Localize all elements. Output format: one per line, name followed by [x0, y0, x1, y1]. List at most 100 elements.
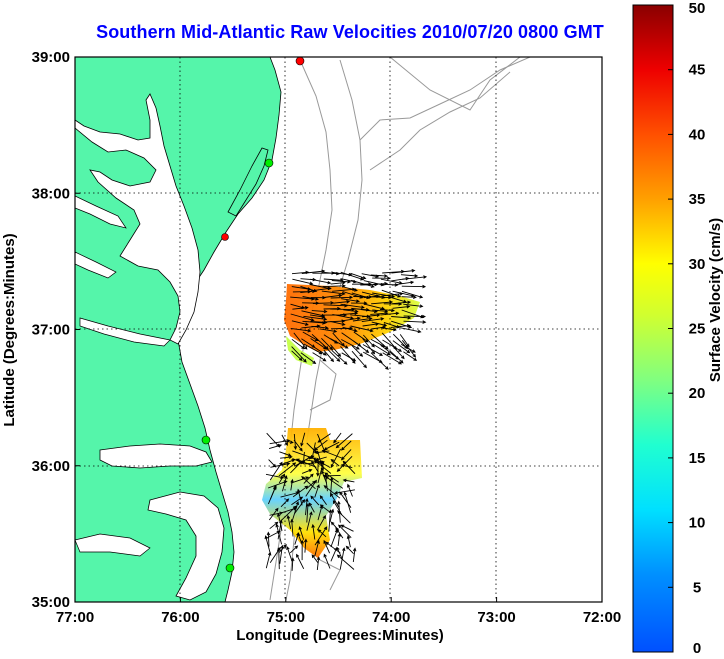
velocity-arrow: [391, 280, 415, 286]
station-marker: [221, 233, 229, 241]
velocity-arrow: [296, 488, 303, 506]
velocity-arrow: [303, 343, 323, 355]
velocity-arrow: [311, 325, 329, 330]
velocity-arrow: [317, 461, 325, 484]
velocity-arrow: [379, 308, 396, 313]
velocity-arrow: [268, 507, 279, 521]
velocity-arrow: [306, 502, 310, 523]
velocity-arrow: [321, 337, 334, 351]
velocity-arrow: [372, 276, 391, 281]
velocity-arrow: [301, 468, 313, 474]
velocity-arrow: [351, 350, 367, 369]
velocity-arrow: [268, 444, 283, 450]
velocity-arrow: [291, 350, 303, 361]
velocity-arrow: [343, 491, 352, 513]
velocity-arrow: [278, 544, 287, 554]
velocity-arrow: [314, 526, 328, 546]
velocity-arrow: [350, 325, 374, 333]
velocity-arrow: [330, 338, 349, 349]
colorbar-tick-label: 20: [689, 385, 706, 402]
velocity-arrow: [331, 279, 352, 284]
velocity-arrow: [352, 316, 373, 322]
velocity-arrow: [300, 352, 317, 364]
velocity-arrow: [290, 478, 294, 491]
velocity-arrow: [280, 458, 296, 466]
velocity-arrow: [282, 475, 288, 492]
velocity-arrow: [313, 346, 327, 356]
velocity-arrow: [278, 473, 286, 484]
velocity-arrow: [267, 484, 277, 505]
velocity-arrow: [330, 295, 354, 300]
velocity-arrow: [330, 320, 346, 326]
velocity-arrow: [391, 345, 405, 360]
velocity-arrow: [301, 476, 316, 490]
velocity-arrow: [316, 556, 321, 571]
velocity-arrow: [321, 449, 342, 459]
velocity-arrow: [314, 484, 320, 498]
velocity-arrow: [340, 303, 365, 309]
velocity-arrow: [333, 299, 351, 304]
velocity-arrow: [278, 462, 297, 477]
velocity-arrow: [372, 343, 391, 356]
velocity-arrow: [317, 504, 324, 521]
colorbar-tick-label: 40: [689, 126, 706, 143]
velocity-arrow: [391, 316, 412, 320]
velocity-arrow: [337, 524, 352, 539]
eastern-shore: [227, 147, 269, 217]
velocity-arrow: [314, 439, 328, 451]
velocity-arrow: [298, 526, 305, 540]
velocity-arrow: [335, 433, 353, 449]
velocity-arrow: [312, 352, 327, 362]
velocity-arrow: [342, 460, 356, 475]
y-tick-label: 38:00: [32, 185, 70, 202]
colorbar: [632, 4, 674, 653]
velocity-arrows: [264, 268, 428, 571]
velocity-arrow: [353, 340, 370, 353]
velocity-arrow: [403, 320, 427, 324]
velocity-arrow: [380, 311, 400, 316]
velocity-arrow: [291, 557, 295, 571]
velocity-arrow: [311, 523, 316, 540]
river-estuary: [75, 251, 117, 279]
velocity-arrow: [311, 460, 319, 473]
velocity-arrow: [402, 275, 428, 280]
velocity-arrow: [389, 350, 404, 364]
velocity-arrow: [291, 338, 306, 350]
albemarle-sound: [99, 443, 213, 469]
velocity-arrow: [337, 510, 351, 524]
velocity-arrow: [340, 524, 354, 532]
velocity-arrow: [308, 502, 315, 513]
velocity-arrow: [294, 498, 306, 514]
y-axis-label: Latitude (Degrees:Minutes): [1, 233, 18, 426]
velocity-arrow: [330, 448, 342, 468]
station-marker: [264, 158, 274, 168]
x-tick-label: 75:00: [267, 609, 305, 626]
station-marker: [295, 56, 305, 66]
velocity-arrow: [332, 287, 356, 292]
velocity-arrow: [325, 541, 341, 554]
velocity-arrow: [392, 300, 412, 305]
velocity-arrow: [265, 473, 285, 480]
velocity-arrow: [317, 433, 331, 443]
velocity-arrow: [277, 519, 283, 540]
velocity-arrow: [328, 509, 333, 532]
velocity-arrow: [323, 293, 343, 298]
velocity-arrow: [336, 455, 353, 473]
velocity-arrow: [339, 491, 352, 508]
colorbar-label: Surface Velocity (cm/s): [707, 218, 724, 382]
velocity-arrow: [311, 309, 328, 314]
velocity-arrow: [341, 316, 361, 322]
x-tick-labels: 77:00 76:00 75:00 74:00 73:00 72:00: [56, 597, 621, 626]
velocity-arrow: [401, 295, 417, 300]
velocity-arrow: [280, 455, 293, 459]
velocity-arrow: [319, 328, 338, 333]
velocity-arrow: [321, 290, 346, 296]
velocity-arrow: [296, 553, 305, 570]
colorbar-tick-label: 35: [689, 191, 706, 208]
velocity-arrow: [340, 463, 353, 469]
velocity-arrow: [350, 279, 375, 288]
velocity-arrow: [352, 547, 357, 563]
velocity-arrow: [391, 268, 416, 274]
velocity-arrow: [370, 274, 389, 278]
